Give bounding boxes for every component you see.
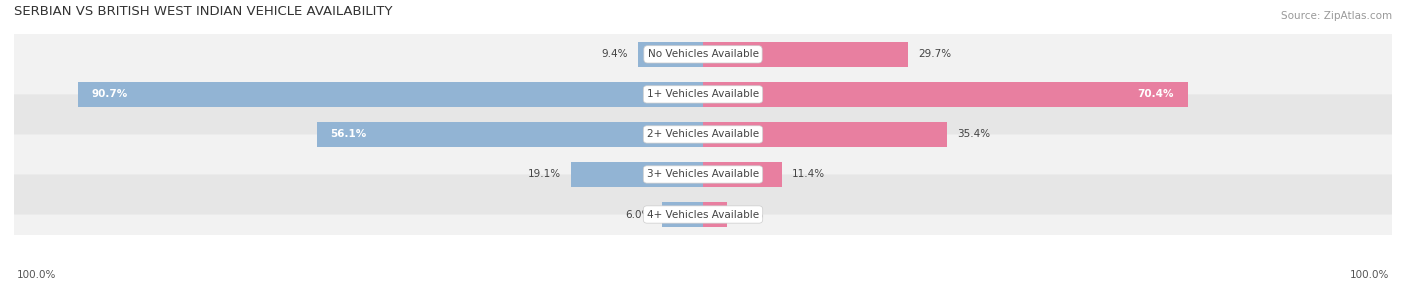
Bar bbox=[638, 42, 703, 67]
FancyBboxPatch shape bbox=[11, 174, 1395, 255]
Legend: Serbian, British West Indian: Serbian, British West Indian bbox=[591, 282, 815, 286]
Text: 1+ Vehicles Available: 1+ Vehicles Available bbox=[647, 90, 759, 99]
Bar bbox=[79, 82, 703, 107]
Text: 90.7%: 90.7% bbox=[91, 90, 128, 99]
FancyBboxPatch shape bbox=[11, 14, 1395, 94]
Bar bbox=[316, 122, 703, 147]
Text: 35.4%: 35.4% bbox=[957, 130, 990, 139]
Text: 29.7%: 29.7% bbox=[918, 49, 950, 59]
FancyBboxPatch shape bbox=[11, 134, 1395, 214]
Bar bbox=[662, 202, 703, 227]
Text: 70.4%: 70.4% bbox=[1137, 90, 1174, 99]
Text: Source: ZipAtlas.com: Source: ZipAtlas.com bbox=[1281, 11, 1392, 21]
Bar bbox=[703, 42, 908, 67]
Bar bbox=[571, 162, 703, 187]
Text: 4+ Vehicles Available: 4+ Vehicles Available bbox=[647, 210, 759, 219]
Text: 56.1%: 56.1% bbox=[330, 130, 367, 139]
Text: 100.0%: 100.0% bbox=[1350, 270, 1389, 280]
Text: SERBIAN VS BRITISH WEST INDIAN VEHICLE AVAILABILITY: SERBIAN VS BRITISH WEST INDIAN VEHICLE A… bbox=[14, 5, 392, 18]
FancyBboxPatch shape bbox=[11, 94, 1395, 174]
Text: 9.4%: 9.4% bbox=[602, 49, 628, 59]
Text: 11.4%: 11.4% bbox=[792, 170, 825, 179]
Text: 3.5%: 3.5% bbox=[738, 210, 763, 219]
Bar bbox=[703, 202, 727, 227]
Text: 3+ Vehicles Available: 3+ Vehicles Available bbox=[647, 170, 759, 179]
Bar bbox=[703, 82, 1188, 107]
Text: 100.0%: 100.0% bbox=[17, 270, 56, 280]
Text: No Vehicles Available: No Vehicles Available bbox=[648, 49, 758, 59]
Text: 19.1%: 19.1% bbox=[529, 170, 561, 179]
FancyBboxPatch shape bbox=[11, 54, 1395, 134]
Bar bbox=[703, 162, 782, 187]
Text: 2+ Vehicles Available: 2+ Vehicles Available bbox=[647, 130, 759, 139]
Bar bbox=[703, 122, 946, 147]
Text: 6.0%: 6.0% bbox=[624, 210, 651, 219]
